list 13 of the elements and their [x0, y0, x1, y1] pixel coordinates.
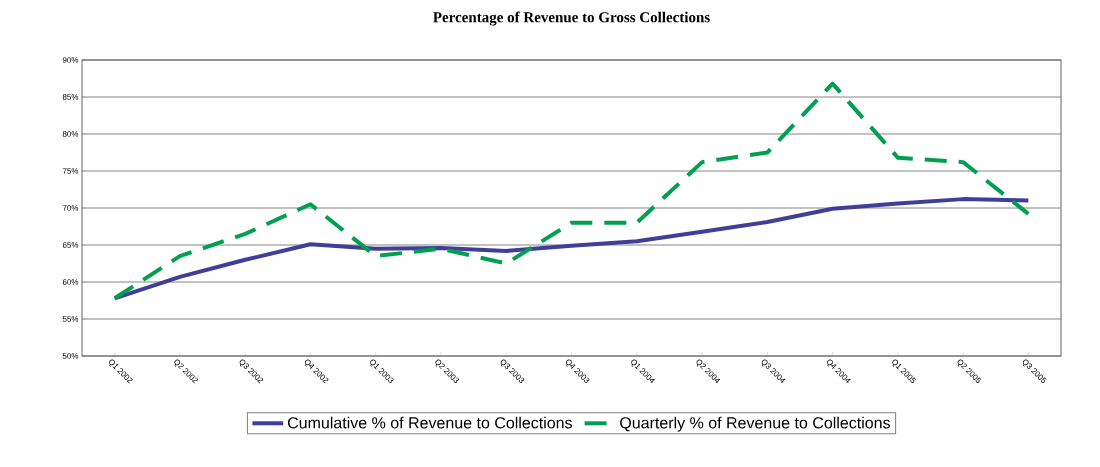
y-tick-label: 65% [62, 242, 79, 248]
y-tick-label: 70% [62, 205, 79, 211]
line-series [112, 81, 1031, 301]
y-tick-label: 60% [62, 279, 79, 285]
y-tick-label: 75% [62, 168, 79, 174]
legend-label: Quarterly % of Revenue to Collections [620, 416, 890, 432]
y-tick-label: 80% [62, 131, 79, 137]
y-tick-label: 90% [62, 57, 79, 63]
legend-label: Cumulative % of Revenue to Collections [287, 416, 572, 429]
y-tick-label: 85% [62, 94, 79, 100]
y-tick-label: 50% [62, 353, 79, 359]
chart-title: Percentage of Revenue to Gross Collections [433, 11, 710, 26]
y-tick-label: 55% [62, 316, 79, 322]
